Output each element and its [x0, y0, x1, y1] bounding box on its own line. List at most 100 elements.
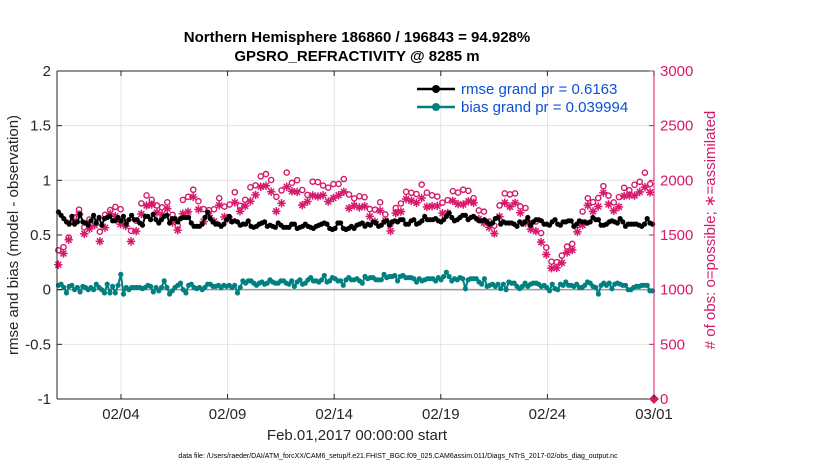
legend-bias-text: bias grand pr = 0.039994: [461, 99, 628, 116]
rmse-point: [419, 218, 425, 224]
obs-assimilated-marker: [531, 226, 541, 236]
obs-possible-marker: [215, 194, 223, 202]
obs-assimilated-marker: [599, 188, 608, 197]
obs-assimilated-marker: [619, 191, 629, 201]
bias-point: [481, 276, 487, 282]
obs-assimilated-marker: [256, 182, 265, 191]
y-axis-label-left: rmse and bias (model - observation): [5, 115, 22, 355]
bias-point: [359, 280, 365, 286]
bias-point: [340, 282, 346, 288]
rmse-point: [226, 213, 232, 219]
rmse-point: [411, 217, 417, 223]
obs-possible-marker: [641, 169, 649, 176]
bias-point: [74, 284, 80, 291]
bias-point: [158, 284, 165, 291]
bias-point: [549, 281, 555, 287]
obs-possible-marker: [252, 182, 259, 189]
rmse-point: [525, 214, 531, 221]
obs-assimilated-marker: [240, 201, 250, 211]
obs-possible-marker: [335, 180, 342, 188]
bias-point: [338, 278, 344, 284]
bias-point: [395, 278, 401, 284]
obs-possible-marker: [594, 194, 602, 202]
y-tick-label-left: 2: [43, 63, 51, 80]
obs-assimilated-marker: [588, 207, 598, 216]
rmse-point: [150, 211, 156, 217]
y-tick-label-left: -1: [38, 391, 51, 408]
obs-possible-marker: [636, 178, 644, 186]
obs-possible-marker: [371, 206, 379, 213]
obs-possible-marker: [267, 176, 275, 184]
obs-assimilated-marker: [568, 245, 577, 255]
bias-point: [595, 291, 602, 297]
obs-assimilated-marker: [292, 187, 302, 197]
obs-assimilated-marker: [147, 200, 156, 209]
bias-point: [392, 272, 398, 279]
bias-point: [61, 284, 67, 291]
rmse-point: [384, 218, 390, 224]
obs-possible-marker: [257, 172, 265, 180]
obs-possible-marker: [511, 190, 519, 197]
obs-assimilated-marker: [542, 250, 551, 259]
x-tick-label: 03/01: [635, 406, 673, 423]
obs-assimilated-marker: [126, 237, 136, 246]
rmse-point: [221, 221, 227, 227]
obs-assimilated-marker: [500, 198, 509, 207]
obs-assimilated-marker: [614, 202, 624, 212]
bias-point: [441, 273, 447, 280]
obs-assimilated-marker: [235, 207, 245, 216]
obs-possible-marker: [413, 190, 420, 198]
bias-point: [644, 282, 650, 288]
obs-possible-marker: [143, 192, 150, 199]
rmse-point: [74, 219, 80, 225]
obs-assimilated-marker: [635, 187, 644, 197]
obs-possible-marker: [620, 184, 628, 192]
y-tick-label-left: 1.5: [30, 118, 51, 135]
obs-possible-marker: [288, 179, 296, 187]
obs-assimilated-marker: [131, 226, 141, 236]
obs-possible-marker: [231, 188, 239, 196]
obs-possible-marker: [96, 228, 104, 236]
bias-point: [69, 282, 75, 288]
x-tick-label: 02/14: [315, 406, 353, 423]
obs-possible-marker: [444, 196, 451, 204]
bias-point: [593, 284, 599, 291]
bias-point: [148, 283, 154, 289]
obs-possible-marker: [631, 181, 638, 189]
rmse-point: [489, 220, 496, 226]
rmse-point: [568, 218, 574, 224]
obs-assimilated-marker: [412, 198, 421, 207]
rmse-point: [99, 222, 105, 228]
obs-possible-marker: [112, 203, 119, 211]
obs-assimilated-marker: [272, 207, 281, 216]
obs-assimilated-marker: [261, 181, 271, 190]
bias-point: [63, 290, 70, 296]
y-tick-label-right: 500: [660, 336, 685, 353]
obs-possible-marker: [158, 204, 166, 211]
bias-point: [555, 287, 561, 293]
bias-point: [107, 290, 113, 296]
obs-possible-marker: [340, 175, 348, 183]
rmse-point: [644, 216, 650, 222]
bias-point: [609, 286, 615, 292]
bias-point: [110, 283, 116, 289]
obs-possible-marker: [293, 176, 301, 184]
obs-assimilated-marker: [163, 204, 172, 213]
x-tick-label: 02/19: [422, 406, 460, 423]
obs-assimilated-marker: [640, 182, 650, 192]
obs-possible-marker: [195, 197, 202, 205]
bias-point: [232, 282, 238, 288]
bias-point: [498, 286, 504, 292]
rmse-point: [620, 219, 626, 225]
bias-point: [177, 280, 184, 286]
obs-assimilated-marker: [583, 201, 593, 210]
obs-possible-marker: [423, 189, 431, 196]
rmse-point: [129, 212, 135, 218]
bias-point: [443, 269, 449, 275]
rmse-point: [462, 212, 468, 218]
bias-point: [164, 284, 170, 291]
obs-possible-marker: [454, 189, 462, 196]
obs-assimilated-marker: [59, 249, 68, 258]
rmse-point: [514, 223, 520, 229]
